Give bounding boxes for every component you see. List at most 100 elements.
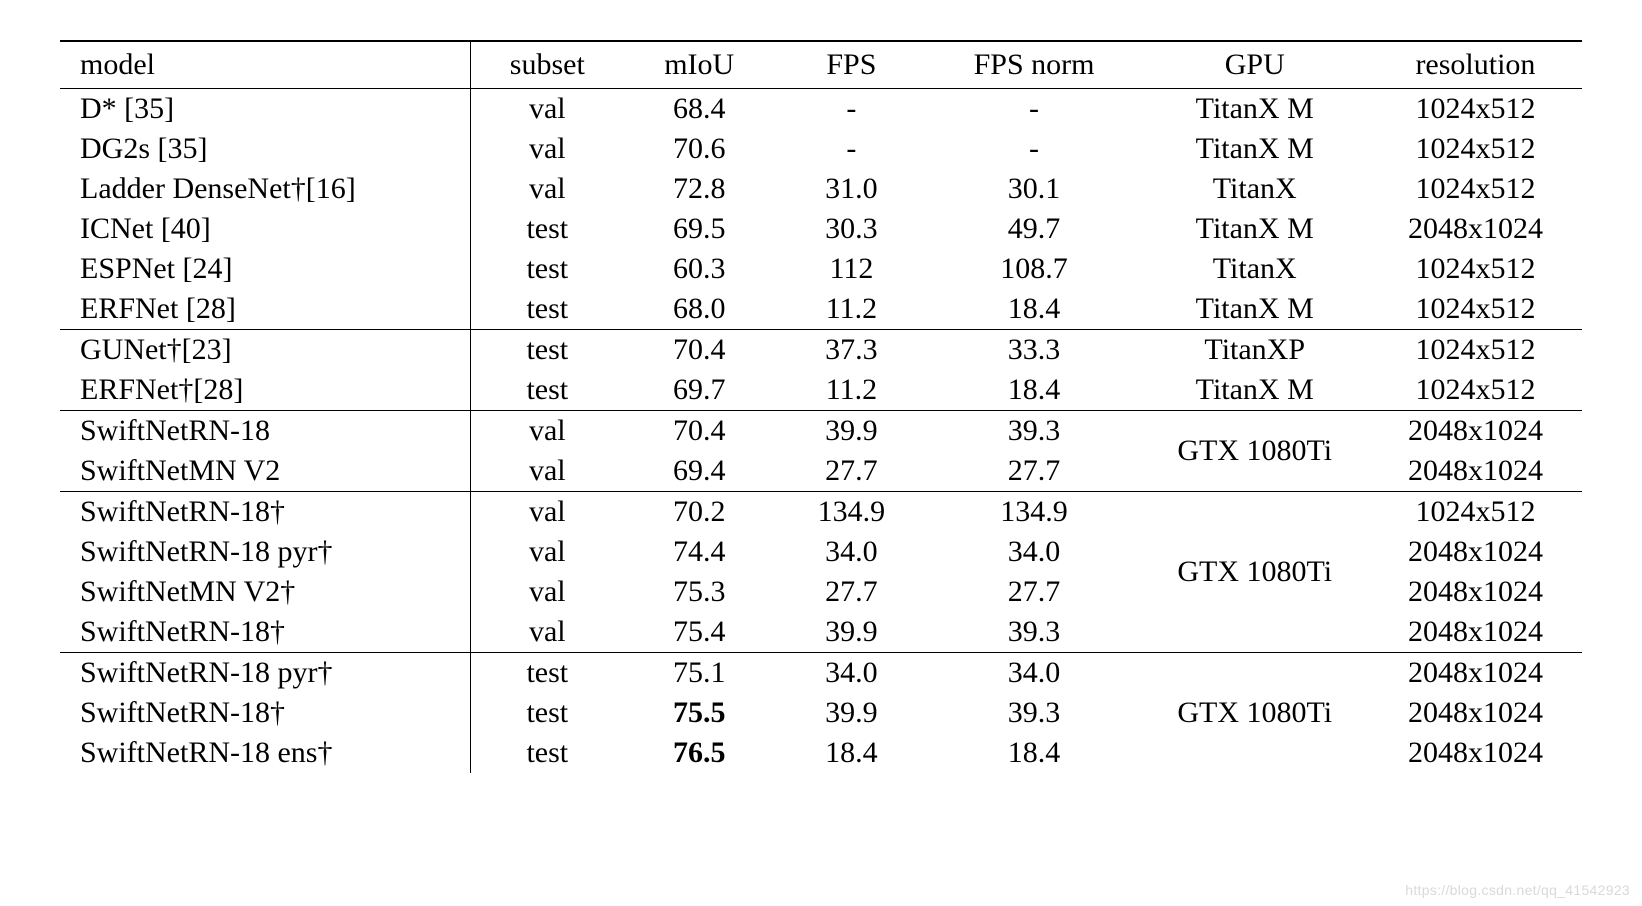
cell-fps: 37.3: [775, 330, 927, 371]
cell-model: ESPNet [24]: [60, 249, 471, 289]
cell-fps: -: [775, 129, 927, 169]
cell-subset: val: [471, 612, 623, 653]
cell-fpsnorm: 134.9: [928, 492, 1141, 533]
cell-subset: test: [471, 653, 623, 694]
cell-subset: val: [471, 492, 623, 533]
cell-fpsnorm: 18.4: [928, 289, 1141, 330]
cell-fps: 112: [775, 249, 927, 289]
cell-model: GUNet†[23]: [60, 330, 471, 371]
cell-resolution: 1024x512: [1369, 289, 1582, 330]
cell-resolution: 1024x512: [1369, 249, 1582, 289]
cell-resolution: 1024x512: [1369, 89, 1582, 129]
cell-subset: test: [471, 370, 623, 411]
cell-subset: val: [471, 89, 623, 129]
cell-fpsnorm: -: [928, 129, 1141, 169]
cell-model: SwiftNetRN-18 pyr†: [60, 532, 471, 572]
cell-miou: 68.0: [623, 289, 775, 330]
table-row: ERFNet†[28]test69.711.218.4TitanX M1024x…: [60, 370, 1582, 411]
cell-fpsnorm: 27.7: [928, 451, 1141, 492]
cell-model: SwiftNetRN-18: [60, 411, 471, 452]
cell-fpsnorm: 34.0: [928, 653, 1141, 694]
cell-miou: 60.3: [623, 249, 775, 289]
cell-gpu-span: GTX 1080Ti: [1141, 492, 1369, 653]
cell-gpu: TitanX M: [1141, 370, 1369, 411]
cell-resolution: 2048x1024: [1369, 653, 1582, 694]
cell-miou: 75.5: [623, 693, 775, 733]
cell-miou: 76.5: [623, 733, 775, 773]
cell-miou: 72.8: [623, 169, 775, 209]
cell-model: DG2s [35]: [60, 129, 471, 169]
col-header-miou: mIoU: [623, 41, 775, 89]
cell-gpu: TitanXP: [1141, 330, 1369, 371]
table-row: GUNet†[23]test70.437.333.3TitanXP1024x51…: [60, 330, 1582, 371]
cell-fpsnorm: 27.7: [928, 572, 1141, 612]
cell-subset: test: [471, 330, 623, 371]
cell-model: SwiftNetMN V2†: [60, 572, 471, 612]
cell-model: Ladder DenseNet†[16]: [60, 169, 471, 209]
cell-fpsnorm: 39.3: [928, 411, 1141, 452]
cell-gpu: TitanX M: [1141, 289, 1369, 330]
cell-subset: test: [471, 693, 623, 733]
cell-fpsnorm: 34.0: [928, 532, 1141, 572]
watermark-text: https://blog.csdn.net/qq_41542923: [1405, 882, 1630, 898]
cell-miou: 75.4: [623, 612, 775, 653]
cell-resolution: 2048x1024: [1369, 209, 1582, 249]
cell-model: SwiftNetRN-18 pyr†: [60, 653, 471, 694]
cell-fps: 30.3: [775, 209, 927, 249]
table-row: D* [35]val68.4--TitanX M1024x512: [60, 89, 1582, 129]
cell-subset: val: [471, 129, 623, 169]
cell-fps: 34.0: [775, 653, 927, 694]
table-row: SwiftNetRN-18 pyr†test75.134.034.0GTX 10…: [60, 653, 1582, 694]
cell-resolution: 2048x1024: [1369, 451, 1582, 492]
cell-fps: 18.4: [775, 733, 927, 773]
cell-gpu: TitanX M: [1141, 89, 1369, 129]
cell-fpsnorm: 49.7: [928, 209, 1141, 249]
table-row: SwiftNetRN-18†val70.2134.9134.9GTX 1080T…: [60, 492, 1582, 533]
cell-subset: test: [471, 289, 623, 330]
results-table: model subset mIoU FPS FPS norm GPU resol…: [60, 40, 1582, 773]
cell-resolution: 1024x512: [1369, 370, 1582, 411]
cell-fps: 11.2: [775, 370, 927, 411]
cell-model: SwiftNetMN V2: [60, 451, 471, 492]
cell-model: SwiftNetRN-18†: [60, 693, 471, 733]
cell-resolution: 1024x512: [1369, 129, 1582, 169]
cell-miou: 68.4: [623, 89, 775, 129]
cell-miou: 75.1: [623, 653, 775, 694]
cell-model: SwiftNetRN-18†: [60, 612, 471, 653]
cell-fpsnorm: 33.3: [928, 330, 1141, 371]
table-row: SwiftNetRN-18val70.439.939.3GTX 1080Ti20…: [60, 411, 1582, 452]
cell-resolution: 2048x1024: [1369, 572, 1582, 612]
col-header-fpsnorm: FPS norm: [928, 41, 1141, 89]
cell-resolution: 2048x1024: [1369, 733, 1582, 773]
cell-fps: 34.0: [775, 532, 927, 572]
cell-gpu: TitanX M: [1141, 129, 1369, 169]
cell-fps: 39.9: [775, 411, 927, 452]
cell-gpu: TitanX: [1141, 249, 1369, 289]
cell-resolution: 2048x1024: [1369, 411, 1582, 452]
cell-fpsnorm: 30.1: [928, 169, 1141, 209]
cell-miou: 69.7: [623, 370, 775, 411]
cell-fps: 27.7: [775, 572, 927, 612]
cell-model: ICNet [40]: [60, 209, 471, 249]
cell-subset: test: [471, 209, 623, 249]
col-header-gpu: GPU: [1141, 41, 1369, 89]
cell-fps: 134.9: [775, 492, 927, 533]
cell-model: ERFNet†[28]: [60, 370, 471, 411]
cell-miou: 70.4: [623, 330, 775, 371]
cell-miou: 70.2: [623, 492, 775, 533]
cell-resolution: 1024x512: [1369, 330, 1582, 371]
cell-miou: 70.4: [623, 411, 775, 452]
cell-model: ERFNet [28]: [60, 289, 471, 330]
cell-fpsnorm: 18.4: [928, 733, 1141, 773]
cell-resolution: 1024x512: [1369, 492, 1582, 533]
table-row: ICNet [40]test69.530.349.7TitanX M2048x1…: [60, 209, 1582, 249]
cell-subset: val: [471, 451, 623, 492]
cell-resolution: 2048x1024: [1369, 693, 1582, 733]
col-header-model: model: [60, 41, 471, 89]
cell-model: SwiftNetRN-18 ens†: [60, 733, 471, 773]
cell-miou: 70.6: [623, 129, 775, 169]
cell-fps: 11.2: [775, 289, 927, 330]
cell-gpu-span: GTX 1080Ti: [1141, 653, 1369, 774]
cell-model: SwiftNetRN-18†: [60, 492, 471, 533]
cell-fps: 39.9: [775, 612, 927, 653]
